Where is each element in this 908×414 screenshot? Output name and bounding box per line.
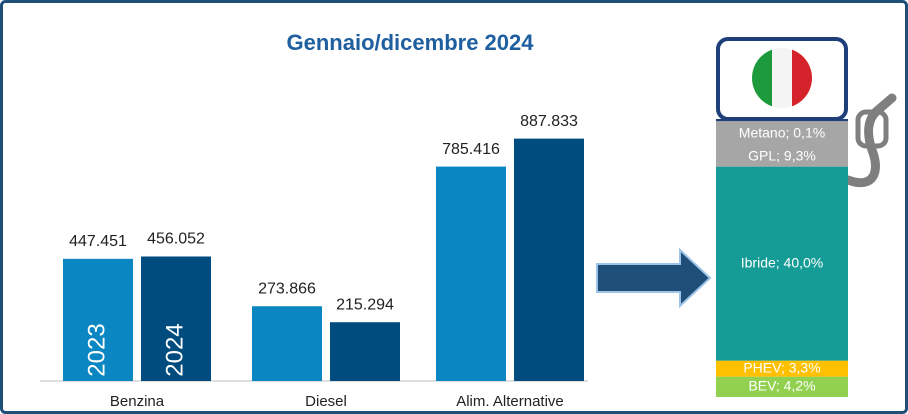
value-label: 785.416 <box>442 141 500 158</box>
segment-label: PHEV; 3,3% <box>743 359 820 375</box>
flag <box>752 48 812 108</box>
chart-title: Gennaio/dicembre 2024 <box>287 30 535 55</box>
segment-label: Ibride; 40,0% <box>741 254 824 270</box>
segment-label: Metano; 0,1% <box>739 125 825 141</box>
bar <box>252 306 322 381</box>
x-tick-label: Diesel <box>305 393 347 410</box>
legend-label: 2024 <box>161 323 188 376</box>
x-tick-label: Alim. Alternative <box>456 393 564 410</box>
segment-label: GPL; 9,3% <box>748 147 816 163</box>
infographic: Gennaio/dicembre 2024 Benzina 447.451 2023… <box>0 0 908 414</box>
value-label: 215.294 <box>336 296 394 313</box>
segment-label: BEV; 4,2% <box>748 378 815 394</box>
value-label: 447.451 <box>69 233 127 250</box>
bar <box>514 139 584 381</box>
value-label: 273.866 <box>258 280 316 297</box>
legend-label: 2023 <box>83 323 110 376</box>
x-tick-label: Benzina <box>110 393 165 410</box>
value-label: 456.052 <box>147 231 205 248</box>
value-label: 887.833 <box>520 113 578 130</box>
bar <box>436 167 506 381</box>
bar <box>330 322 400 381</box>
